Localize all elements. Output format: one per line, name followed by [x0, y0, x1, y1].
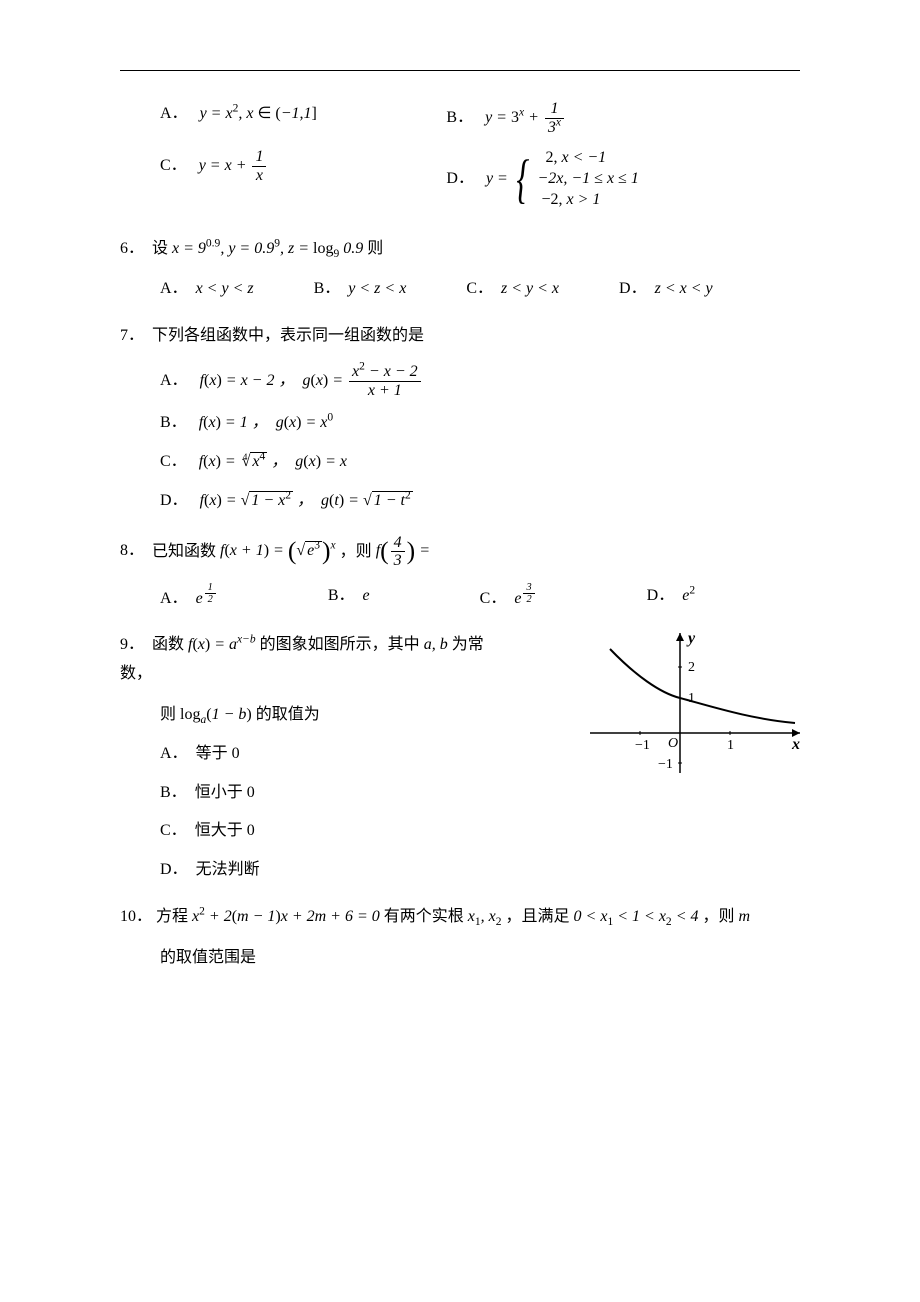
svg-text:1: 1 [688, 691, 695, 706]
svg-text:O: O [668, 736, 678, 751]
q8-opt-A: A．e12 [160, 582, 218, 614]
q8-opt-B: B．e [328, 582, 370, 614]
q6-stem: 6． 设 x = 90.9, y = 0.99, z = log9 0.9 则 [120, 235, 800, 264]
q5-A-label: A． [160, 105, 188, 122]
q5-C-math: y = x + 1x [199, 157, 269, 174]
q7-opt-D: D． f(x) = √1 − x2 ， g(t) = √1 − t2 [120, 487, 800, 516]
q8-text-1: 已知函数 [152, 542, 220, 559]
q5-C-label: C． [160, 157, 187, 174]
q8-opt-C: C．e32 [480, 582, 537, 614]
q5-opt-D: D． y = { 2, x < −1 −2x, −1 ≤ x ≤ 1 −2, x… [446, 148, 800, 210]
q5-A-math: y = x2, x ∈ (−1,1] [200, 105, 317, 122]
q7-opt-C: C． f(x) = 4√x4 ， g(x) = x [120, 448, 800, 477]
q7-text: 下列各组函数中，表示同一组函数的是 [152, 327, 424, 344]
q9-opt-C: C．恒大于 0 [120, 817, 494, 846]
q8-num: 8． [120, 537, 148, 566]
q6-opt-A: A．x < y < z [160, 275, 254, 304]
q6-math: x = 90.9, y = 0.99, z = log9 0.9 [172, 240, 363, 257]
svg-text:x: x [791, 736, 800, 753]
q7-opt-B: B． f(x) = 1 ， g(x) = x0 [120, 409, 800, 438]
q6-text-1: 设 [152, 240, 172, 257]
svg-text:y: y [686, 630, 696, 647]
q7-stem: 7． 下列各组函数中，表示同一组函数的是 [120, 322, 800, 351]
q5-row-1: A． y = x2, x ∈ (−1,1] B． y = 3x + 13x [120, 100, 800, 136]
svg-text:−1: −1 [635, 738, 650, 753]
q5-D-label: D． [446, 170, 474, 187]
q5-row-2: C． y = x + 1x D． y = { 2, x < −1 −2x, −1… [120, 148, 800, 210]
q6-opt-B: B．y < z < x [314, 275, 407, 304]
q6-text-2: 则 [367, 240, 383, 257]
svg-text:1: 1 [727, 738, 734, 753]
svg-text:2: 2 [688, 660, 695, 675]
q9-line2: 则 loga(1 − b) 的取值为 [120, 701, 494, 730]
q6-opts: A．x < y < z B．y < z < x C．z < y < x D．z … [120, 275, 800, 304]
q5-D-math: y = { 2, x < −1 −2x, −1 ≤ x ≤ 1 −2, x > … [486, 170, 639, 187]
svg-text:−1: −1 [658, 757, 673, 772]
q6-opt-D: D．z < x < y [619, 275, 713, 304]
q7-opt-A: A． f(x) = x − 2 ， g(x) = x2 − x − 2x + 1 [120, 363, 800, 399]
q9-opt-B: B．恒小于 0 [120, 779, 494, 808]
q10-line2: 的取值范围是 [120, 944, 800, 973]
q10-num: 10． [120, 903, 152, 932]
q8-opts: A．e12 B．e C．e32 D．e2 [120, 582, 800, 614]
q5-opt-C: C． y = x + 1x [120, 148, 446, 210]
q5-B-math: y = 3x + 13x [485, 109, 566, 126]
q7-num: 7． [120, 322, 148, 351]
q9-opt-D: D．无法判断 [120, 856, 494, 885]
q5-B-label: B． [446, 109, 473, 126]
q9-opt-A: A．等于 0 [120, 740, 494, 769]
q9-num: 9． [120, 631, 148, 660]
q5-opt-B: B． y = 3x + 13x [446, 100, 800, 136]
q10-stem: 10． 方程 x2 + 2(m − 1)x + 2m + 6 = 0 有两个实根… [120, 903, 800, 932]
top-rule [120, 70, 800, 71]
q8-opt-D: D．e2 [647, 582, 695, 614]
q9-graph: −1 1 1 2 −1 O x y [580, 623, 810, 783]
q6-num: 6． [120, 235, 148, 264]
q9-stem: 9． 函数 f(x) = ax−b 的图象如图所示，其中 a, b 为常数， [120, 631, 494, 689]
q6-opt-C: C．z < y < x [466, 275, 559, 304]
q8-text-2: ，则 [340, 542, 376, 559]
q5-opt-A: A． y = x2, x ∈ (−1,1] [120, 100, 446, 136]
q8-stem: 8． 已知函数 f(x + 1) = (√e3)x ，则 f(43) = [120, 534, 800, 570]
